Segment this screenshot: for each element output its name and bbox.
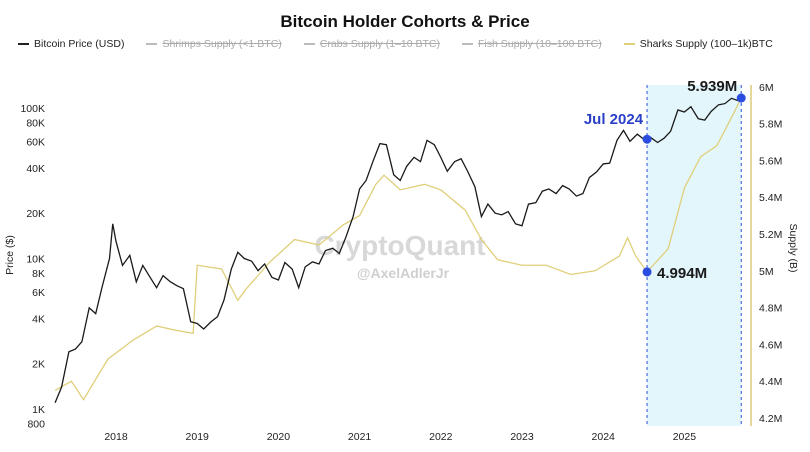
y-left-axis-label: Price ($) — [4, 235, 16, 275]
legend-swatch — [146, 43, 158, 45]
legend-label: Shrimps Supply (<1 BTC) — [162, 38, 282, 50]
y-left-tick-label: 8K — [32, 268, 45, 280]
y-left-tick-label: 60K — [26, 136, 45, 148]
chart-title: Bitcoin Holder Cohorts & Price — [280, 12, 530, 31]
x-tick-label: 2024 — [592, 431, 616, 443]
x-tick-label: 2019 — [186, 431, 210, 443]
y-right-tick-label: 5.2M — [759, 229, 782, 241]
y-left-tick-label: 1K — [32, 404, 45, 416]
start-supply-dot — [642, 267, 652, 277]
y-right-axis-label: Supply (B) — [787, 223, 799, 272]
sharks-supply-line — [54, 97, 742, 401]
start-supply-label: 4.994M — [657, 265, 707, 282]
y-right-tick-label: 4.4M — [759, 376, 782, 388]
y-left-tick-label: 100K — [20, 103, 45, 115]
y-left-tick-label: 6K — [32, 287, 45, 299]
legend-item[interactable]: Fish Supply (10–100 BTC) — [462, 38, 602, 50]
legend-swatch — [462, 43, 473, 45]
legend-label: Fish Supply (10–100 BTC) — [478, 38, 602, 50]
x-tick-label: 2025 — [673, 431, 697, 443]
legend-label: Sharks Supply (100–1k)BTC — [639, 38, 773, 50]
legend-swatch — [623, 43, 635, 45]
legend-item[interactable]: Bitcoin Price (USD) — [18, 38, 124, 50]
y-right-tick-label: 6M — [759, 82, 774, 94]
y-right-tick-label: 4.2M — [759, 413, 782, 425]
y-right-tick-label: 5.4M — [759, 192, 782, 204]
y-right-tick-label: 5.6M — [759, 155, 782, 167]
bitcoin-price-line — [54, 97, 742, 404]
end-supply-dot — [736, 93, 746, 103]
x-tick-label: 2018 — [104, 431, 128, 443]
legend-item[interactable]: Shrimps Supply (<1 BTC) — [146, 38, 282, 50]
end-supply-label: 5.939M — [687, 78, 737, 95]
y-right-tick-label: 4.6M — [759, 339, 782, 351]
legend-swatch — [303, 43, 315, 45]
jul-2024-label: Jul 2024 — [584, 111, 644, 128]
y-left-tick-label: 2K — [32, 359, 45, 371]
legend-label: Bitcoin Price (USD) — [34, 38, 125, 50]
y-left-tick-label: 20K — [26, 208, 45, 220]
watermark-brand: CryptoQuant — [314, 230, 485, 261]
y-right-tick-label: 4.8M — [759, 303, 782, 315]
y-left-tick-label: 800 — [27, 419, 45, 431]
x-tick-label: 2022 — [429, 431, 453, 443]
legend: Bitcoin Price (USD) Shrimps Supply (<1 BT… — [18, 38, 773, 50]
y-left-tick-label: 40K — [26, 163, 45, 175]
legend-item[interactable]: Sharks Supply (100–1k)BTC — [623, 38, 773, 50]
x-tick-label: 2020 — [267, 431, 291, 443]
y-left-tick-label: 80K — [26, 118, 45, 130]
y-right-tick-label: 5.8M — [759, 119, 782, 131]
y-right-tick-label: 5M — [759, 266, 774, 278]
x-tick-label: 2021 — [348, 431, 372, 443]
y-left-tick-label: 10K — [26, 254, 45, 266]
y-left-tick-label: 4K — [32, 313, 45, 325]
legend-item[interactable]: Crabs Supply (1–10 BTC) — [303, 38, 440, 50]
jul-2024-price-dot — [642, 134, 652, 144]
legend-label: Crabs Supply (1–10 BTC) — [319, 38, 440, 50]
x-tick-label: 2023 — [510, 431, 534, 443]
watermark-handle: @AxelAdlerJr — [357, 265, 450, 281]
legend-swatch — [18, 43, 29, 45]
